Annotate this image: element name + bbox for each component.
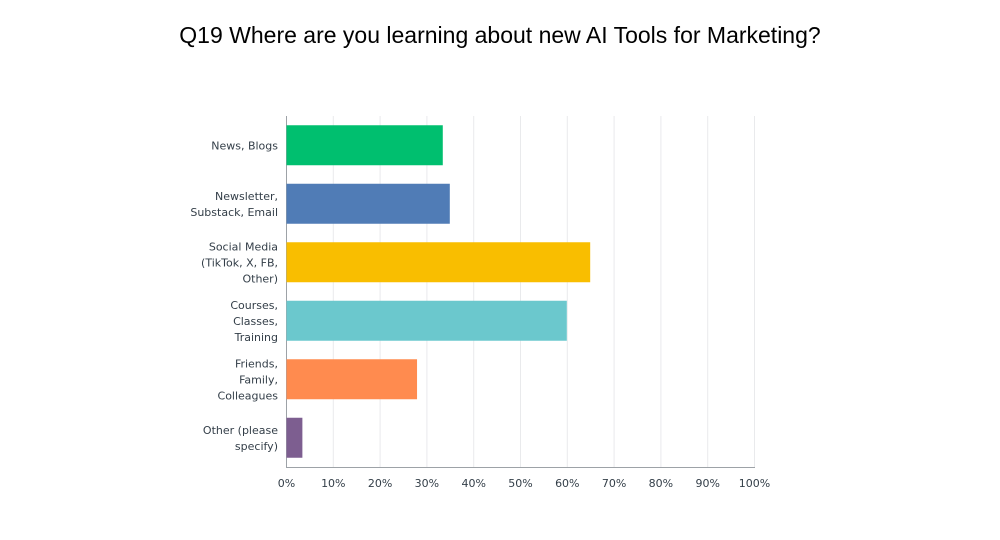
x-tick-label: 30%: [415, 477, 439, 490]
x-tick-label: 50%: [508, 477, 532, 490]
category-label: Substack, Email: [190, 206, 278, 219]
x-tick-label: 10%: [321, 477, 345, 490]
bar: [286, 300, 567, 341]
category-label: Classes,: [233, 315, 278, 328]
bar: [286, 359, 418, 400]
x-tick-label: 40%: [461, 477, 485, 490]
category-label: (TikTok, X, FB,: [201, 256, 278, 269]
x-tick-label: 60%: [555, 477, 579, 490]
category-label: Courses,: [230, 299, 278, 312]
x-tick-label: 100%: [739, 477, 770, 490]
category-label: News, Blogs: [211, 139, 278, 152]
x-tick-label: 90%: [695, 477, 719, 490]
category-label: specify): [235, 440, 278, 453]
category-label: Colleagues: [218, 389, 279, 402]
category-label: Other): [242, 272, 278, 285]
x-tick-label: 70%: [602, 477, 626, 490]
category-label: Social Media: [209, 240, 278, 253]
bar: [286, 125, 443, 166]
x-tick-label: 80%: [649, 477, 673, 490]
x-tick-label: 0%: [278, 477, 295, 490]
bar: [286, 242, 591, 283]
bar: [286, 183, 450, 224]
category-label: Other (please: [203, 424, 278, 437]
category-label: Friends,: [235, 357, 278, 370]
x-tick-label: 20%: [368, 477, 392, 490]
category-label: Training: [234, 331, 278, 344]
category-label: Family,: [239, 373, 278, 386]
chart-title: Q19 Where are you learning about new AI …: [179, 22, 821, 48]
bar: [286, 417, 303, 458]
category-label: Newsletter,: [215, 190, 278, 203]
